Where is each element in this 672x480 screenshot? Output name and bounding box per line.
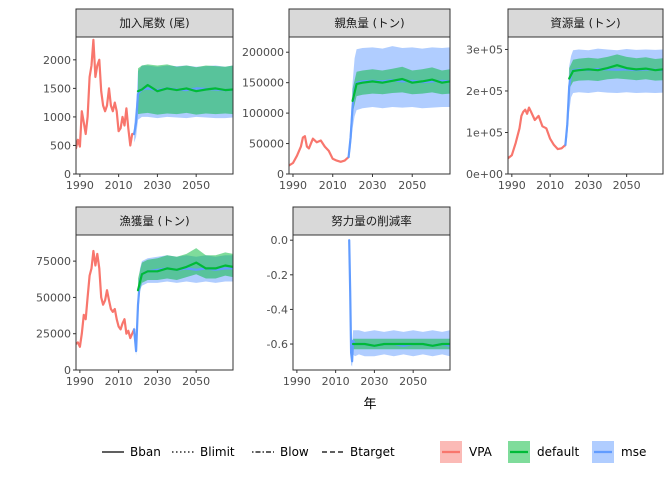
legend-linetype-label: Btarget xyxy=(350,445,395,459)
y-tick-label: 0 xyxy=(64,364,71,377)
panel-4: 努力量の削減率 0.0 -0.2 -0.4 -0.6 1990 2010 2030 2050 xyxy=(267,206,451,388)
x-tick-label: 2010 xyxy=(322,375,350,388)
x-tick-label: 1990 xyxy=(279,179,307,192)
mse-band xyxy=(349,236,450,367)
y-tick-label: -0.2 xyxy=(267,269,288,282)
panel-strip xyxy=(288,8,451,38)
panel-0: 加入尾数 (尾) 0 500 1000 1500 2000 1990 2010 2030 2050 xyxy=(43,8,234,192)
legend-linetype-label: Blimit xyxy=(200,445,235,459)
y-tick-label: -0.6 xyxy=(267,338,288,351)
y-tick-label: 2e+05 xyxy=(466,85,503,98)
vpa-line xyxy=(508,106,567,160)
x-tick-label: 2030 xyxy=(358,179,386,192)
x-tick-label: 2030 xyxy=(143,375,171,388)
x-tick-label: 2050 xyxy=(613,179,641,192)
x-tick-label: 2010 xyxy=(536,179,564,192)
y-tick-label: 0 xyxy=(277,168,284,181)
y-tick-label: 0.0 xyxy=(271,234,289,247)
x-tick-label: 2050 xyxy=(182,179,210,192)
legend: Bban Blimit Blow Btarget VPA default mse xyxy=(102,441,646,463)
legend-series-label: VPA xyxy=(469,445,493,459)
panel-title: 親魚量 (トン) xyxy=(334,16,404,30)
x-tick-label: 1990 xyxy=(66,179,94,192)
y-tick-label: 50000 xyxy=(249,138,284,151)
default-line xyxy=(136,83,233,93)
vpa-line xyxy=(289,135,350,167)
x-tick-label: 2010 xyxy=(319,179,347,192)
x-tick-label: 2050 xyxy=(182,375,210,388)
plot-area xyxy=(289,46,450,167)
panel-title: 努力量の削減率 xyxy=(331,214,412,228)
y-tick-label: 150000 xyxy=(242,77,284,90)
panel-title: 漁獲量 (トン) xyxy=(119,214,189,228)
y-tick-label: 50000 xyxy=(36,291,71,304)
mse-band xyxy=(348,46,450,160)
x-axis-title: 年 xyxy=(363,397,376,412)
default-band xyxy=(352,66,450,114)
default-line xyxy=(352,342,450,347)
mse-band xyxy=(134,255,233,356)
x-tick-label: 2050 xyxy=(399,375,427,388)
vpa-line xyxy=(76,249,136,348)
panel-1: 親魚量 (トン) 0 50000 100000 150000 200000 1990 2010… xyxy=(242,8,451,192)
plot-area xyxy=(508,48,663,160)
panel-2: 資源量 (トン) 0e+00 1e+05 2e+05 3e+05 1990 2010 2030… xyxy=(466,8,664,192)
y-tick-label: 200000 xyxy=(242,46,284,59)
panel-border xyxy=(507,36,664,175)
x-tick-label: 1990 xyxy=(66,375,94,388)
y-tick-label: 500 xyxy=(50,139,71,152)
panel-border xyxy=(288,36,451,175)
legend-linetype-label: Blow xyxy=(280,445,309,459)
legend-series-label: default xyxy=(537,445,580,459)
vpa-line xyxy=(76,38,136,150)
x-tick-label: 2030 xyxy=(574,179,602,192)
y-tick-label: 2000 xyxy=(43,54,71,67)
panel-border xyxy=(75,234,234,371)
default-line xyxy=(351,77,450,103)
panel-border xyxy=(292,234,451,371)
x-tick-label: 1990 xyxy=(498,179,526,192)
legend-series-label: mse xyxy=(621,445,646,459)
panel-strip xyxy=(507,8,664,38)
x-tick-label: 2010 xyxy=(105,179,133,192)
y-tick-label: 1000 xyxy=(43,111,71,124)
default-band xyxy=(138,248,233,301)
y-tick-label: 100000 xyxy=(242,107,284,120)
x-tick-label: 2030 xyxy=(360,375,388,388)
legend-linetype-label: Bban xyxy=(130,445,161,459)
y-tick-label: -0.4 xyxy=(267,303,288,316)
panels: 加入尾数 (尾) 0 500 1000 1500 2000 1990 2010 2030 2050… xyxy=(36,8,664,388)
plot-area xyxy=(348,236,450,367)
y-tick-label: 0 xyxy=(64,168,71,181)
panel-border xyxy=(75,36,234,175)
default-line xyxy=(136,261,233,292)
panel-strip xyxy=(75,206,234,236)
default-band xyxy=(569,54,663,89)
panel-title: 加入尾数 (尾) xyxy=(119,16,189,30)
y-tick-label: 3e+05 xyxy=(466,43,503,56)
y-tick-label: 75000 xyxy=(36,255,71,268)
x-tick-label: 2030 xyxy=(143,179,171,192)
y-tick-label: 25000 xyxy=(36,328,71,341)
y-tick-label: 1500 xyxy=(43,82,71,95)
panel-3: 漁獲量 (トン) 0 25000 50000 75000 1990 2010 2030 2050 xyxy=(36,206,234,388)
plot-area xyxy=(76,248,233,356)
default-line xyxy=(568,64,663,80)
x-tick-label: 2010 xyxy=(105,375,133,388)
plot-area xyxy=(76,38,233,150)
panel-strip xyxy=(292,206,451,236)
x-tick-label: 2050 xyxy=(398,179,426,192)
panel-title: 資源量 (トン) xyxy=(550,16,620,30)
y-tick-label: 0e+00 xyxy=(466,168,503,181)
x-tick-label: 1990 xyxy=(283,375,311,388)
panel-strip xyxy=(75,8,234,38)
y-tick-label: 1e+05 xyxy=(466,126,503,139)
